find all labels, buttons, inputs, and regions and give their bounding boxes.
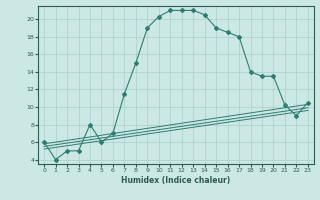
X-axis label: Humidex (Indice chaleur): Humidex (Indice chaleur) [121, 176, 231, 185]
